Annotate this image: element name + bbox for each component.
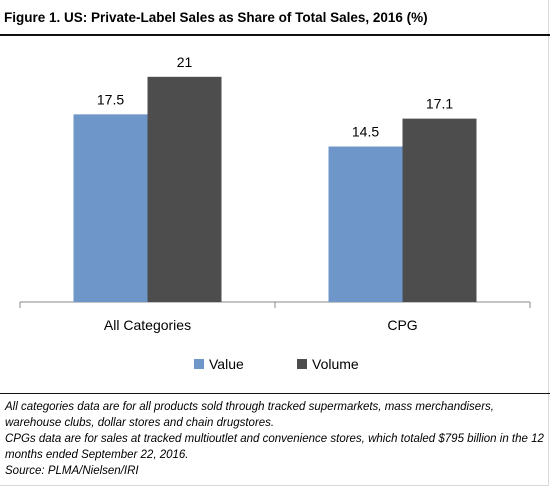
- bar-value-1: [73, 114, 148, 302]
- data-label: 17.5: [97, 91, 124, 107]
- legend: Value Volume: [0, 356, 550, 376]
- data-label: 14.5: [352, 124, 379, 140]
- category-label: All Categories: [104, 317, 191, 333]
- legend-item-value: Value: [194, 356, 244, 372]
- legend-swatch-value: [194, 359, 204, 369]
- title-divider: [0, 34, 550, 36]
- data-label: 21: [177, 54, 193, 70]
- notes-divider: [0, 393, 550, 394]
- bar-value-2: [328, 146, 403, 302]
- legend-item-volume: Volume: [297, 356, 359, 372]
- legend-swatch-volume: [297, 359, 307, 369]
- bar-volume-1: [147, 76, 222, 303]
- footnote-all-categories: All categories data are for all products…: [5, 401, 494, 429]
- legend-label-volume: Volume: [312, 356, 359, 372]
- footnote-cpg: CPGs data are for sales at tracked multi…: [5, 433, 544, 461]
- footnote-source: Source: PLMA/Nielsen/IRI: [5, 465, 139, 477]
- footnotes: All categories data are for all products…: [5, 399, 545, 479]
- plot-area: 17.5 21 All Categories 14.5 17.1 CPG: [19, 54, 531, 333]
- bar-chart: 17.5 21 All Categories 14.5 17.1 CPG: [19, 54, 531, 333]
- category-label: CPG: [387, 317, 417, 333]
- figure-title: Figure 1. US: Private-Label Sales as Sha…: [4, 10, 428, 25]
- data-label: 17.1: [426, 96, 453, 112]
- legend-label-value: Value: [209, 356, 244, 372]
- bar-volume-2: [402, 118, 477, 302]
